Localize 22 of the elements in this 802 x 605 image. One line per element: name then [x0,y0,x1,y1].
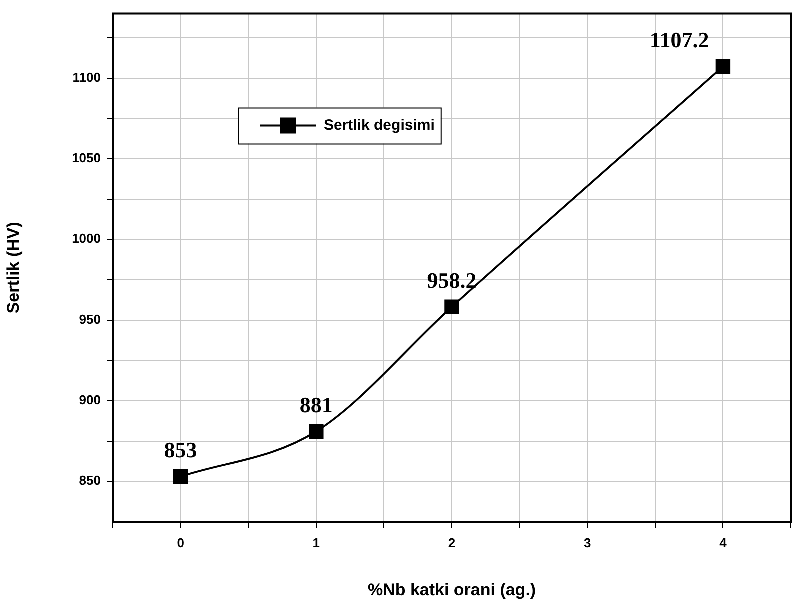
y-tick-label: 850 [79,473,101,488]
legend-label: Sertlik degisimi [324,116,435,134]
y-tick-label: 1000 [72,231,101,246]
y-tick-label: 1050 [72,150,101,166]
y-axis-title: Sertlik (HV) [4,222,23,314]
y-tick-label: 950 [79,312,101,327]
data-label: 1107.2 [650,27,710,52]
x-axis-title: %Nb katki orani (ag.) [368,580,536,600]
x-tick-label: 0 [177,535,184,550]
point [173,469,188,484]
point [444,300,460,314]
y-tick-label: 900 [79,392,101,408]
x-tick-label: 2 [448,535,456,550]
x-tick-label: 1 [312,535,320,550]
data-label: 958.2 [427,268,477,293]
data-label: 853 [164,438,198,463]
y-tick-label: 1100 [72,70,101,85]
x-tick-label: 4 [720,535,728,550]
point [309,424,324,440]
data-label: 881 [300,392,333,418]
point [716,59,731,74]
x-tick-label: 3 [584,535,592,550]
